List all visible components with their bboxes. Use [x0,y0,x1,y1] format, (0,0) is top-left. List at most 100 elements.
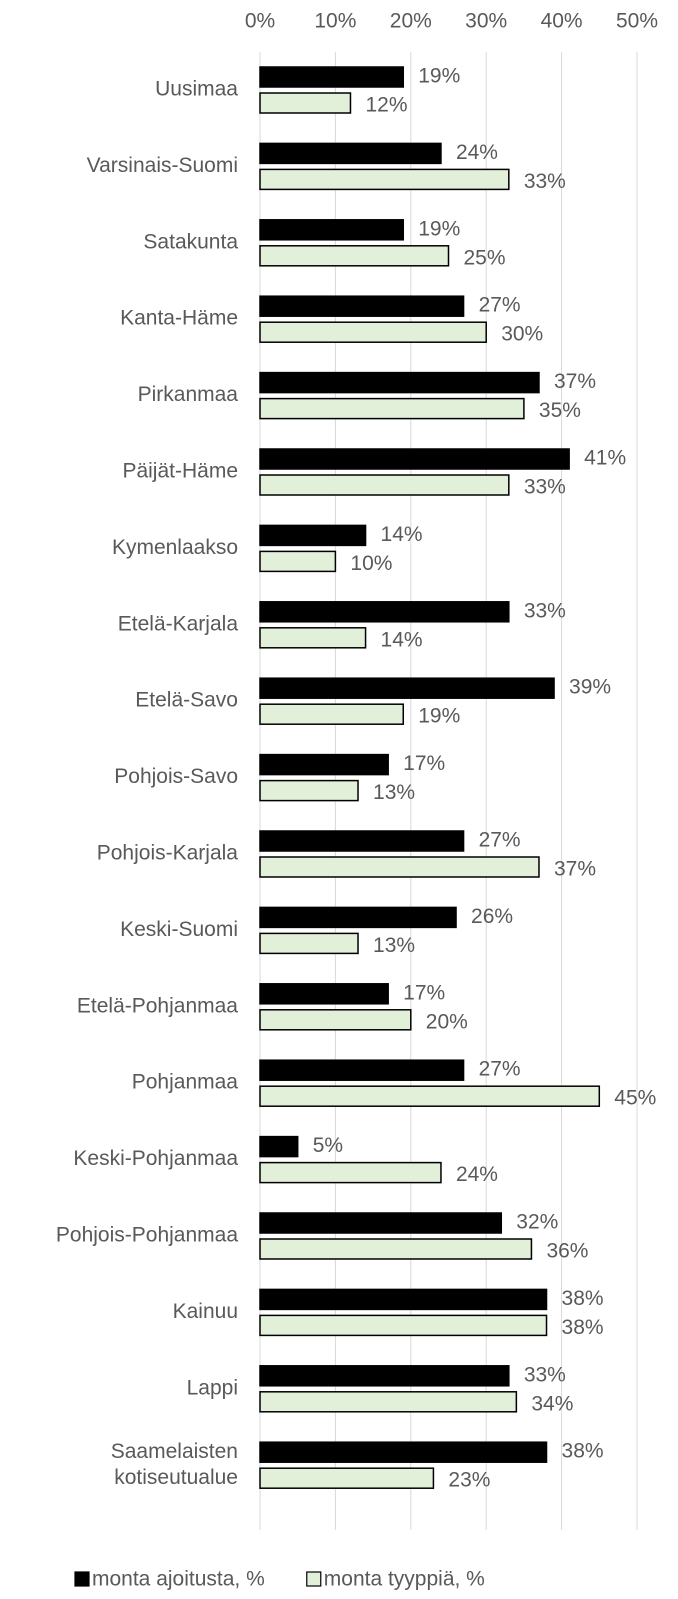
data-label: 13% [373,781,415,804]
bar [259,1314,548,1337]
bar [259,397,525,420]
y-tick-label: Keski-Pohjanmaa [73,1147,238,1170]
data-label: 10% [350,552,392,575]
data-label: 36% [546,1240,588,1263]
bar [259,856,540,878]
data-label: 19% [418,65,460,88]
legend-label: monta ajoitusta, % [92,1568,265,1591]
data-label: 30% [501,323,543,346]
bar [259,1441,548,1463]
data-label: 24% [456,141,498,164]
bar [259,168,510,191]
bar [259,66,405,88]
bar [259,753,389,776]
y-tick-label: Saamelaisten kotiseutualue [111,1440,238,1489]
data-label: 24% [456,1163,498,1186]
bar [259,448,570,470]
data-label: 13% [373,934,415,957]
data-label: 33% [524,599,566,622]
x-tick-label: 0% [245,10,275,33]
bar [259,245,450,267]
data-label: 17% [403,752,445,775]
data-label: 38% [562,1316,604,1339]
data-label: 25% [464,246,506,269]
legend-label: monta tyyppiä, % [324,1568,485,1591]
bar [259,1135,299,1158]
bar [259,1161,442,1184]
data-label: 19% [418,705,460,728]
bar [259,983,389,1005]
x-tick-label: 30% [465,10,507,33]
bar [259,1009,412,1031]
bar [259,1238,533,1260]
y-tick-label: Pohjois-Pohjanmaa [56,1224,238,1247]
bar [259,295,465,317]
bar [259,474,510,496]
data-label: 34% [531,1392,573,1415]
y-tick-label: Varsinais-Suomi [87,154,238,177]
x-tick-label: 10% [314,10,356,33]
data-label: 27% [479,829,521,852]
data-label: 26% [471,905,513,928]
y-tick-label: Lappi [187,1376,238,1399]
y-tick-label: Kanta-Häme [120,307,238,330]
data-label: 19% [418,217,460,240]
data-label: 23% [448,1469,490,1492]
y-tick-label: Pohjois-Savo [114,765,238,788]
bar [259,1085,601,1107]
data-label: 33% [524,170,566,193]
y-tick-label: Etelä-Karjala [118,612,239,635]
y-tick-label: Pohjois-Karjala [97,842,239,865]
data-label: 17% [403,981,445,1004]
bar [259,1288,548,1311]
y-tick-label: Päijät-Häme [122,460,238,483]
y-tick-label: Keski-Suomi [120,918,238,941]
bar [259,1365,510,1387]
data-label: 41% [584,447,626,470]
y-tick-label: Etelä-Savo [135,689,238,712]
data-label: 38% [562,1440,604,1463]
data-label: 37% [554,370,596,393]
bar [259,142,442,165]
data-label: 27% [479,1058,521,1081]
data-label: 32% [516,1211,558,1234]
x-tick-label: 50% [616,10,658,33]
x-tick-label: 20% [390,10,432,33]
data-label: 20% [426,1010,468,1033]
bar [259,550,337,573]
x-tick-label: 40% [541,10,583,33]
bar [259,371,540,394]
y-tick-label: Kymenlaakso [112,536,238,559]
data-label: 33% [524,1363,566,1386]
bar [259,92,352,114]
data-label: 5% [313,1134,343,1157]
y-tick-label: Satakunta [143,230,238,253]
data-label: 27% [479,294,521,317]
bar [259,932,359,955]
bar [259,830,465,852]
bar [259,703,405,725]
y-tick-label: Pohjanmaa [132,1071,239,1094]
data-label: 39% [569,676,611,699]
bar [259,524,367,547]
data-label: 33% [524,476,566,499]
bar [259,779,359,802]
y-tick-label: Pirkanmaa [138,383,239,406]
data-label: 45% [614,1087,656,1110]
data-label: 35% [539,399,581,422]
bar [259,906,457,929]
legend-swatch [74,1571,90,1587]
data-label: 12% [365,94,407,117]
bar [259,1059,465,1081]
y-tick-label: Kainuu [173,1300,238,1323]
legend-swatch [306,1571,322,1587]
bar [259,1212,503,1234]
bar [259,1467,435,1489]
y-tick-label: Uusimaa [155,78,238,101]
data-label: 14% [381,628,423,651]
bar [259,219,405,241]
bar [259,321,487,343]
bar [259,627,367,649]
data-label: 14% [381,523,423,546]
